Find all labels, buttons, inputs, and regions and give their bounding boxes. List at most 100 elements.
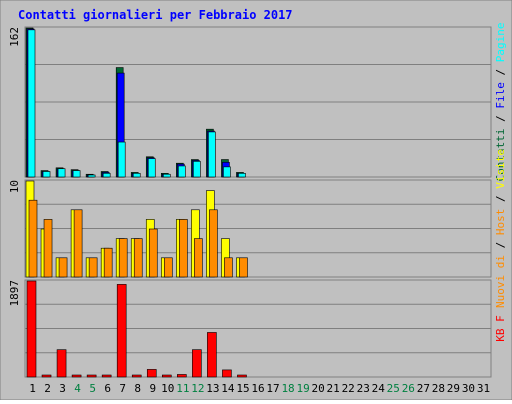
bar-host-day-2 <box>43 219 53 278</box>
top-panel: 162 Contatti / File / Pagine <box>8 23 507 182</box>
bar-host-day-1 <box>28 199 38 278</box>
legend-separator: / <box>494 195 507 208</box>
legend-separator: / <box>494 115 507 128</box>
top-max-label: 162 <box>8 27 21 47</box>
x-tick-26: 26 <box>402 382 415 395</box>
top-legend: Contatti / File / Pagine <box>494 23 507 182</box>
x-tick-18: 18 <box>281 382 294 395</box>
legend-visite: Visite <box>494 149 507 195</box>
bar-pagine-day-8 <box>132 173 141 178</box>
bar-pagine-day-15 <box>238 173 246 178</box>
x-tick-29: 29 <box>447 382 460 395</box>
x-tick-12: 12 <box>191 382 204 395</box>
x-tick-2: 2 <box>44 382 51 395</box>
bar-kb-f-day-11 <box>177 374 187 378</box>
x-tick-1: 1 <box>29 382 36 395</box>
bar-host-day-3 <box>58 257 68 278</box>
bar-host-day-12 <box>194 238 203 278</box>
chart-title: Contatti giornalieri per Febbraio 2017 <box>18 8 293 22</box>
x-tick-14: 14 <box>221 382 235 395</box>
x-tick-17: 17 <box>266 382 279 395</box>
x-tick-10: 10 <box>161 382 174 395</box>
legend-pagine: Pagine <box>494 23 507 69</box>
bar-host-day-15 <box>239 257 248 278</box>
bar-pagine-day-4 <box>72 170 81 178</box>
middle-panel: 10 Nuovi di / Host / Visite <box>8 149 507 308</box>
bar-pagine-day-10 <box>162 173 171 178</box>
bar-pagine-day-6 <box>102 173 111 178</box>
x-tick-28: 28 <box>432 382 445 395</box>
bar-kb-f-day-15 <box>237 374 247 378</box>
bar-pagine-day-1 <box>27 29 36 178</box>
x-tick-19: 19 <box>296 382 309 395</box>
legend-file: File <box>494 82 507 115</box>
x-axis-ticks: 1 2 3 4 5 6 7 8 9 10 11 12 13 14 15 16 17 18 19 20 21 22 23 24 2… <box>29 382 490 395</box>
bar-host-day-13 <box>209 209 218 278</box>
middle-max-label: 10 <box>8 180 21 193</box>
x-tick-4: 4 <box>74 382 81 395</box>
x-tick-16: 16 <box>251 382 264 395</box>
bar-kb-f-day-1 <box>26 280 37 378</box>
bar-host-day-5 <box>88 257 98 278</box>
bar-kb-f-day-13 <box>207 332 217 378</box>
x-tick-13: 13 <box>206 382 219 395</box>
bar-host-day-6 <box>103 247 113 278</box>
bar-pagine-day-11 <box>178 165 186 178</box>
bar-host-day-8 <box>133 238 143 278</box>
x-tick-27: 27 <box>417 382 430 395</box>
bar-host-day-4 <box>73 209 83 278</box>
x-tick-11: 11 <box>176 382 189 395</box>
bottom-legend: KB F <box>494 315 507 342</box>
bar-pagine-day-14 <box>223 166 231 178</box>
bar-kb-f-day-4 <box>71 374 82 378</box>
bar-kb-f-day-9 <box>146 369 157 378</box>
bar-kb-f-day-5 <box>86 374 97 378</box>
x-tick-31: 31 <box>477 382 490 395</box>
x-tick-9: 9 <box>149 382 156 395</box>
legend-contatti: Contatti <box>494 129 507 182</box>
bar-pagine-day-12 <box>193 161 201 178</box>
legend-kb-f: KB F <box>494 315 507 342</box>
legend-separator: / <box>494 69 507 82</box>
bar-kb-f-day-14 <box>222 369 232 378</box>
x-tick-5: 5 <box>89 382 96 395</box>
bar-pagine-day-5 <box>87 174 96 178</box>
x-tick-8: 8 <box>134 382 141 395</box>
bar-pagine-day-7 <box>117 141 126 178</box>
x-tick-22: 22 <box>342 382 355 395</box>
bar-kb-f-day-12 <box>192 349 202 378</box>
bar-pagine-day-2 <box>42 171 51 178</box>
bar-kb-f-day-10 <box>161 374 172 378</box>
bar-host-day-10 <box>163 257 173 278</box>
bar-host-day-11 <box>179 219 188 278</box>
bottom-panel: 1897 KB F <box>8 279 507 378</box>
x-tick-30: 30 <box>462 382 475 395</box>
bar-kb-f-day-6 <box>101 374 112 378</box>
bar-pagine-day-3 <box>57 168 66 178</box>
bar-kb-f-day-2 <box>41 374 52 378</box>
x-tick-7: 7 <box>119 382 126 395</box>
x-tick-24: 24 <box>372 382 386 395</box>
x-tick-25: 25 <box>387 382 400 395</box>
legend-host: Host <box>494 209 507 242</box>
x-tick-6: 6 <box>104 382 111 395</box>
bottom-max-label: 1897 <box>8 280 21 307</box>
middle-legend: Nuovi di / Host / Visite <box>494 149 507 308</box>
bar-host-day-9 <box>148 228 158 278</box>
bar-host-day-14 <box>224 257 233 278</box>
bar-host-day-7 <box>118 238 128 278</box>
x-tick-21: 21 <box>327 382 340 395</box>
bar-pagine-day-9 <box>147 158 156 178</box>
bar-kb-f-day-8 <box>131 374 142 378</box>
legend-nuovi-di: Nuovi di <box>494 255 507 308</box>
x-tick-23: 23 <box>357 382 370 395</box>
x-tick-20: 20 <box>312 382 325 395</box>
bar-pagine-day-13 <box>208 131 216 178</box>
x-tick-15: 15 <box>236 382 249 395</box>
bar-kb-f-day-3 <box>56 349 67 378</box>
x-tick-3: 3 <box>59 382 66 395</box>
bar-kb-f-day-7 <box>116 284 127 378</box>
